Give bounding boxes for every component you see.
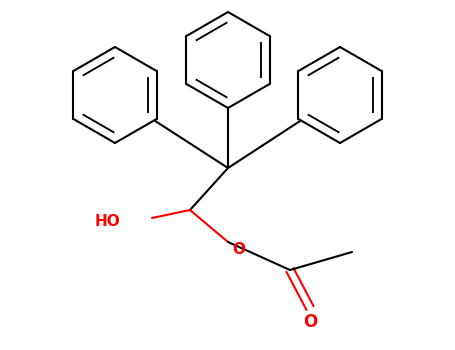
- Text: HO: HO: [94, 215, 120, 230]
- Text: O: O: [303, 313, 317, 331]
- Text: O: O: [232, 243, 245, 258]
